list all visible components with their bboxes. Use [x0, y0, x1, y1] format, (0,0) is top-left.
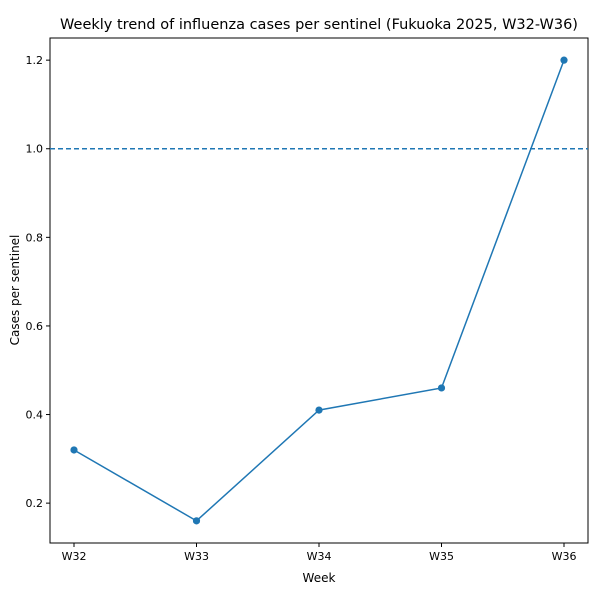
data-point	[70, 446, 78, 454]
x-tick-label: W33	[184, 550, 209, 563]
series-line	[73, 59, 565, 522]
x-tick-label: W34	[307, 550, 332, 563]
data-point	[560, 56, 568, 64]
y-tick-label: 0.8	[26, 231, 44, 244]
y-tick-label: 1.0	[26, 143, 44, 156]
x-axis-label: Week	[303, 571, 336, 585]
series-group	[70, 56, 568, 525]
x-tick-label: W35	[429, 550, 454, 563]
plot-area-frame	[49, 37, 589, 544]
x-tick-label: W36	[552, 550, 577, 563]
y-tick-label: 1.2	[26, 54, 44, 67]
y-tick-label: 0.6	[26, 320, 44, 333]
y-axis: 0.2 0.4 0.6 0.8 1.0 1.2	[26, 54, 50, 510]
data-point	[315, 406, 323, 414]
chart-title: Weekly trend of influenza cases per sent…	[60, 17, 578, 33]
data-point	[437, 384, 446, 392]
x-tick-label: W32	[62, 550, 87, 563]
x-axis: W32 W33 W34 W35 W36	[62, 543, 577, 563]
y-tick-label: 0.2	[26, 497, 44, 510]
y-axis-label: Cases per sentinel	[8, 235, 22, 346]
data-point	[192, 517, 201, 525]
y-tick-label: 0.4	[26, 409, 44, 422]
